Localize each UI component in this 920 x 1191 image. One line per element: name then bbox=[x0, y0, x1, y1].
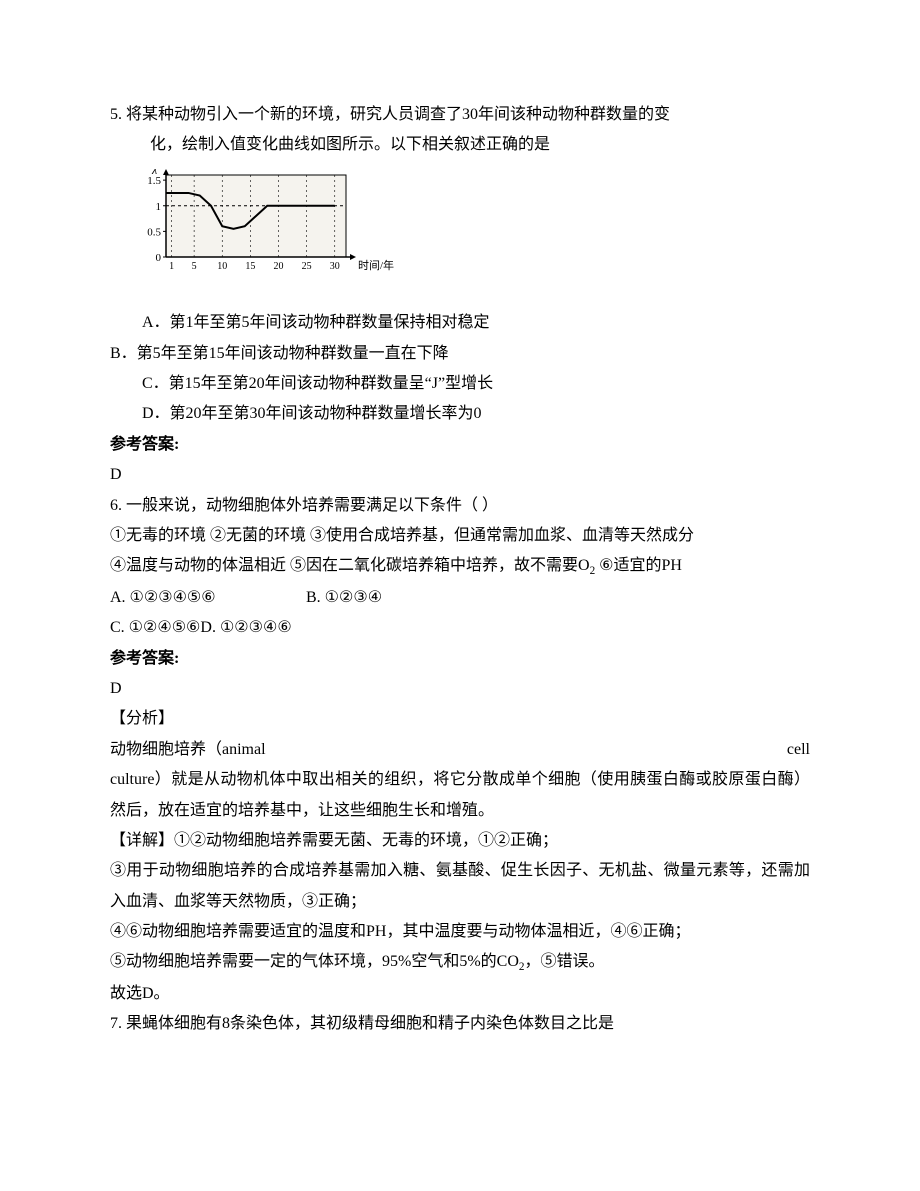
q6-stem: 6. 一般来说，动物细胞体外培养需要满足以下条件（ ） bbox=[110, 491, 810, 521]
q6-detail-label: 【详解】 bbox=[110, 832, 174, 849]
q6-cond2-post: ⑥适宜的PH bbox=[595, 557, 682, 574]
q6-analysis-label: 【分析】 bbox=[110, 704, 810, 734]
q7-stem: 7. 果蝇体细胞有8条染色体，其初级精母细胞和精子内染色体数目之比是 bbox=[110, 1009, 810, 1039]
question-7: 7. 果蝇体细胞有8条染色体，其初级精母细胞和精子内染色体数目之比是 bbox=[110, 1009, 810, 1039]
svg-text:5: 5 bbox=[192, 261, 197, 272]
q6-answer: D bbox=[110, 674, 810, 704]
q6-analysis-line1: 动物细胞培养（animal cell bbox=[110, 735, 810, 765]
q6-conditions-2: ④温度与动物的体温相近 ⑤因在二氧化碳培养箱中培养，故不需要O2 ⑥适宜的PH bbox=[110, 551, 810, 582]
svg-text:20: 20 bbox=[274, 261, 284, 272]
svg-text:时间/年: 时间/年 bbox=[358, 258, 394, 272]
q6-option-a: A. ①②③④⑤⑥ bbox=[110, 583, 302, 613]
q6-detail-4-post: ，⑤错误。 bbox=[524, 953, 604, 970]
svg-text:0.5: 0.5 bbox=[147, 226, 161, 238]
q6-option-d: D. ①②③④⑥ bbox=[200, 613, 291, 643]
q6-option-b: B. ①②③④ bbox=[306, 583, 382, 613]
q6-conditions-1: ①无毒的环境 ②无菌的环境 ③使用合成培养基，但通常需加血浆、血清等天然成分 bbox=[110, 521, 810, 551]
q6-conclusion: 故选D。 bbox=[110, 979, 810, 1009]
q6-detail-2: ③用于动物细胞培养的合成培养基需加入糖、氨基酸、促生长因子、无机盐、微量元素等，… bbox=[110, 856, 810, 917]
q6-answer-label: 参考答案: bbox=[110, 644, 810, 674]
lambda-chart-svg: 00.511.5151015202530λ时间/年 bbox=[134, 169, 394, 289]
q5-stem-line2: 化，绘制入值变化曲线如图所示。以下相关叙述正确的是 bbox=[110, 130, 810, 160]
svg-text:0: 0 bbox=[156, 252, 162, 264]
q6-detail-1: 【详解】①②动物细胞培养需要无菌、无毒的环境，①②正确； bbox=[110, 826, 810, 856]
svg-text:30: 30 bbox=[330, 261, 340, 272]
q5-stem-line1: 5. 将某种动物引入一个新的环境，研究人员调查了30年间该种动物种群数量的变 bbox=[110, 100, 810, 130]
svg-text:15: 15 bbox=[245, 261, 255, 272]
q6-detail-4: ⑤动物细胞培养需要一定的气体环境，95%空气和5%的CO2，⑤错误。 bbox=[110, 947, 810, 978]
q6-analysis-1a: 动物细胞培养（animal bbox=[110, 735, 266, 765]
q5-option-a: A．第1年至第5年间该动物种群数量保持相对稳定 bbox=[110, 308, 810, 338]
question-5: 5. 将某种动物引入一个新的环境，研究人员调查了30年间该种动物种群数量的变 化… bbox=[110, 100, 810, 491]
q6-detail-3: ④⑥动物细胞培养需要适宜的温度和PH，其中温度要与动物体温相近，④⑥正确； bbox=[110, 917, 810, 947]
question-6: 6. 一般来说，动物细胞体外培养需要满足以下条件（ ） ①无毒的环境 ②无菌的环… bbox=[110, 491, 810, 1010]
q6-analysis-1b: cell bbox=[787, 735, 810, 765]
q6-detail-4-pre: ⑤动物细胞培养需要一定的气体环境，95%空气和5%的CO bbox=[110, 953, 519, 970]
q5-option-d: D．第20年至第30年间该动物种群数量增长率为0 bbox=[110, 399, 810, 429]
svg-text:10: 10 bbox=[217, 261, 227, 272]
q5-option-c: C．第15年至第20年间该动物种群数量呈“J”型增长 bbox=[110, 369, 810, 399]
q5-option-b: B．第5年至第15年间该动物种群数量一直在下降 bbox=[110, 339, 810, 369]
q5-chart: 00.511.5151015202530λ时间/年 bbox=[134, 169, 810, 300]
svg-text:1: 1 bbox=[169, 261, 174, 272]
q6-analysis-line2: culture）就是从动物机体中取出相关的组织，将它分散成单个细胞（使用胰蛋白酶… bbox=[110, 765, 810, 826]
svg-text:25: 25 bbox=[302, 261, 312, 272]
q5-answer-label: 参考答案: bbox=[110, 430, 810, 460]
svg-text:λ: λ bbox=[151, 169, 157, 177]
q6-cond2-pre: ④温度与动物的体温相近 ⑤因在二氧化碳培养箱中培养，故不需要O bbox=[110, 557, 590, 574]
q6-options-row2: C. ①②④⑤⑥D. ①②③④⑥ bbox=[110, 613, 810, 643]
q6-detail-1-text: ①②动物细胞培养需要无菌、无毒的环境，①②正确； bbox=[174, 832, 558, 849]
q5-answer: D bbox=[110, 460, 810, 490]
q6-option-c: C. ①②④⑤⑥ bbox=[110, 613, 200, 643]
q6-options-row1: A. ①②③④⑤⑥ B. ①②③④ bbox=[110, 583, 810, 613]
svg-text:1: 1 bbox=[156, 201, 162, 213]
